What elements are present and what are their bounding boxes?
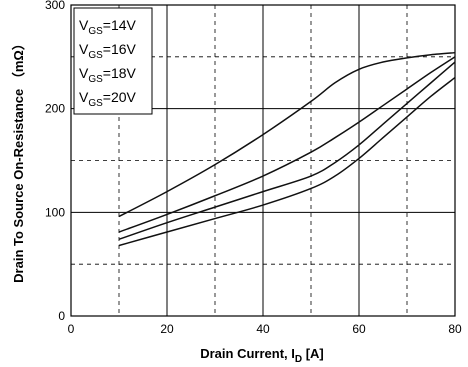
legend-entry: VGS=14V xyxy=(79,17,137,37)
series-lines xyxy=(118,51,456,247)
legend-entry: VGS=16V xyxy=(79,41,137,61)
x-tick-label: 80 xyxy=(448,322,462,336)
y-tick-label: 100 xyxy=(45,205,65,219)
y-tick-label: 300 xyxy=(45,0,65,12)
y-axis-title: Drain To Source On-Resistance （mΩ） xyxy=(11,37,26,283)
legend: VGS=14V VGS=16V VGS=18V VGS=20V xyxy=(73,7,153,115)
x-axis-title: Drain Current, ID [A] xyxy=(200,346,324,365)
y-tick-label: 0 xyxy=(58,309,65,323)
plot-frame xyxy=(70,4,456,317)
axes xyxy=(70,4,456,317)
series-line-3 xyxy=(118,61,456,240)
x-tick-label: 20 xyxy=(160,322,174,336)
x-tick-label: 0 xyxy=(68,322,75,336)
legend-entry: VGS=18V xyxy=(79,65,137,85)
legend-entry: VGS=20V xyxy=(79,89,137,109)
y-tick-label: 200 xyxy=(45,102,65,116)
x-tick-label: 60 xyxy=(352,322,366,336)
series-line-1 xyxy=(118,51,456,218)
series-line-2 xyxy=(118,56,456,233)
tick-labels: 0 20 40 60 80 0 100 200 300 xyxy=(45,0,462,336)
legend-box xyxy=(73,7,153,115)
series-line-4 xyxy=(118,76,456,247)
x-tick-label: 40 xyxy=(256,322,270,336)
